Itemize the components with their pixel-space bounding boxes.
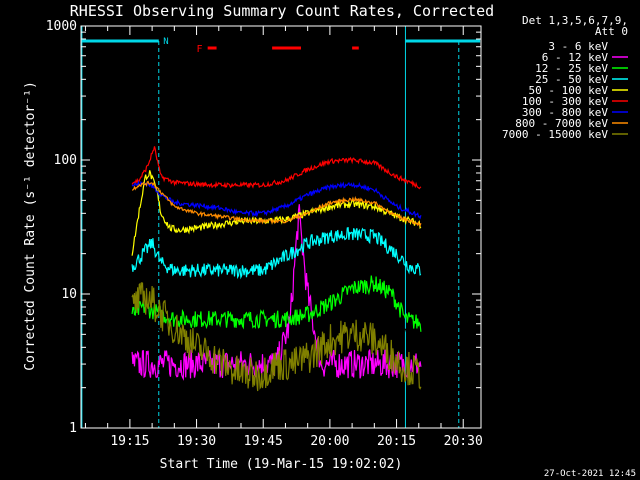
plot-frame <box>80 25 482 429</box>
legend-entry-label: 12 - 25 keV <box>535 62 608 75</box>
x-tick-label: 20:30 <box>444 434 483 449</box>
flare-label: F <box>197 44 203 55</box>
footer-date: 27-Oct-2021 12:45 <box>544 469 636 479</box>
axes: 1 10 100 1000 19:15 19:30 19:45 20:00 20:15 20:30 <box>46 19 483 449</box>
legend-entry-label: 800 - 7000 keV <box>515 117 608 130</box>
series-line <box>131 180 422 220</box>
series-line <box>131 204 422 381</box>
legend-entry-label: 3 - 6 keV <box>548 40 608 53</box>
series-line <box>131 227 422 280</box>
legend-entry-label: 6 - 12 keV <box>542 51 609 64</box>
series-line <box>131 170 422 256</box>
night-label: N <box>163 37 168 47</box>
y-axis-label: Corrected Count Rate (s⁻¹ detector⁻¹) <box>23 81 38 371</box>
legend-entry-label: 50 - 100 keV <box>529 84 609 97</box>
legend-entry-label: 300 - 800 keV <box>522 106 608 119</box>
legend-entry-label: 100 - 300 keV <box>522 95 608 108</box>
legend-entry-label: 25 - 50 keV <box>535 73 608 86</box>
x-axis-label: Start Time (19-Mar-15 19:02:02) <box>160 457 403 472</box>
legend-entry-label: 7000 - 15000 keV <box>502 128 608 141</box>
y-tick-label: 1000 <box>46 19 77 34</box>
series-line <box>131 282 422 392</box>
series-layer <box>131 146 422 392</box>
series-line <box>131 275 422 332</box>
y-tick-label: 1 <box>69 421 77 436</box>
x-tick-label: 19:45 <box>244 434 283 449</box>
series-line <box>131 146 422 190</box>
series-line <box>131 180 422 227</box>
x-tick-label: 20:00 <box>310 434 349 449</box>
legend-header: Det 1,3,5,6,7,9, <box>522 14 628 27</box>
y-tick-label: 100 <box>54 153 77 168</box>
chart-title: RHESSI Observing Summary Count Rates, Co… <box>70 2 494 20</box>
x-tick-label: 19:30 <box>177 434 216 449</box>
legend-header: Att 0 <box>595 25 628 38</box>
y-tick-label: 10 <box>61 287 77 302</box>
x-tick-label: 19:15 <box>110 434 149 449</box>
x-tick-label: 20:15 <box>377 434 416 449</box>
